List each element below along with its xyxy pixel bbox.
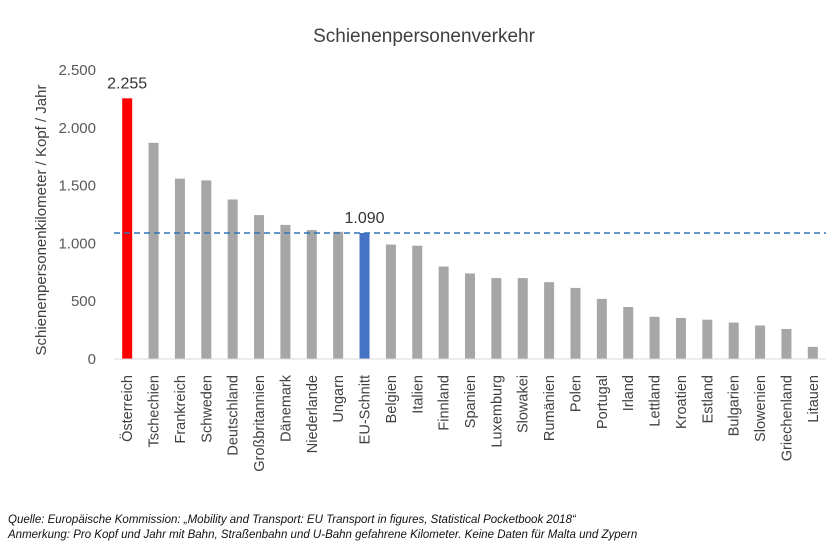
bar	[201, 180, 212, 359]
x-tick-label: Belgien	[384, 375, 400, 423]
bar	[596, 298, 607, 359]
bar	[491, 278, 502, 359]
x-tick-label: Ungarn	[331, 375, 347, 423]
x-tick-label: Spanien	[463, 375, 479, 428]
bar	[280, 224, 291, 359]
x-tick-label: Großbritannien	[252, 375, 268, 472]
x-tick-label: Kroatien	[674, 375, 690, 429]
bar	[728, 322, 739, 359]
bar	[465, 273, 475, 359]
bars	[122, 98, 818, 359]
x-tick-label: Deutschland	[226, 375, 242, 456]
bar	[517, 278, 528, 359]
y-tick-label: 2.500	[58, 62, 96, 79]
x-tick-label: Polen	[568, 375, 584, 412]
x-tick-label: Finnland	[437, 375, 453, 431]
x-tick-label: Tschechien	[147, 375, 163, 448]
bar	[570, 287, 581, 359]
bar	[702, 319, 713, 359]
x-tick-label: Bulgarien	[727, 375, 743, 436]
bar	[438, 266, 449, 359]
x-tick-label: Italien	[410, 375, 426, 414]
y-axis-ticks: 0 500 1.000 1.500 2.000 2.500	[58, 62, 96, 368]
bar	[544, 282, 555, 359]
bar	[227, 199, 238, 359]
annotation-note: Anmerkung: Pro Kopf und Jahr mit Bahn, S…	[8, 529, 638, 541]
source-note: Quelle: Europäische Kommission: „Mobilit…	[8, 514, 576, 526]
y-tick-label: 1.000	[58, 235, 96, 252]
bar	[333, 231, 344, 359]
y-axis-label: Schienenpersonenkilometer / Kopf / Jahr	[33, 85, 50, 356]
x-tick-label: Portugal	[595, 375, 611, 429]
y-tick-label: 1.500	[58, 178, 96, 195]
bar	[122, 98, 133, 359]
x-tick-label: Luxemburg	[489, 375, 505, 448]
bar	[781, 328, 792, 359]
x-tick-label: Estland	[700, 375, 716, 423]
x-tick-label: Slowakei	[516, 375, 532, 433]
data-label: 1.090	[344, 210, 384, 227]
bar	[385, 244, 396, 359]
x-tick-label: Rumänien	[542, 375, 558, 441]
y-tick-label: 2.000	[58, 120, 96, 137]
x-tick-label: Irland	[621, 375, 637, 411]
bar	[148, 142, 159, 359]
x-tick-label: Österreich	[118, 375, 136, 442]
y-tick-label: 500	[71, 293, 96, 310]
chart-title: Schienenpersonenverkehr	[313, 26, 535, 47]
x-tick-label: Niederlande	[305, 375, 321, 453]
bar	[623, 306, 634, 359]
x-tick-label: Dänemark	[278, 374, 294, 442]
x-axis-ticks: Österreich Tschechien Frankreich Schweden De…	[118, 374, 822, 471]
data-labels: 2.255 1.090	[107, 75, 384, 227]
footnotes: Quelle: Europäische Kommission: „Mobilit…	[8, 513, 637, 543]
bar	[306, 230, 317, 359]
x-tick-label: Schweden	[199, 375, 215, 443]
x-tick-label: Litauen	[806, 375, 822, 423]
bar	[755, 325, 766, 359]
bar	[174, 178, 185, 359]
x-tick-label: Slowenien	[753, 375, 769, 442]
bar-chart: Schienenpersonenverkehr Schienenpersonen…	[33, 26, 826, 472]
bar	[412, 245, 423, 359]
bar	[649, 316, 660, 359]
y-tick-label: 0	[88, 351, 96, 368]
x-tick-label: Griechenland	[779, 375, 795, 461]
bar	[675, 317, 686, 359]
bar	[359, 233, 370, 359]
bar	[254, 215, 265, 359]
data-label: 2.255	[107, 75, 147, 92]
x-tick-label: EU-Schnitt	[358, 375, 374, 444]
x-tick-label: Lettland	[648, 375, 664, 427]
bar	[807, 346, 818, 359]
x-tick-label: Frankreich	[173, 375, 189, 444]
